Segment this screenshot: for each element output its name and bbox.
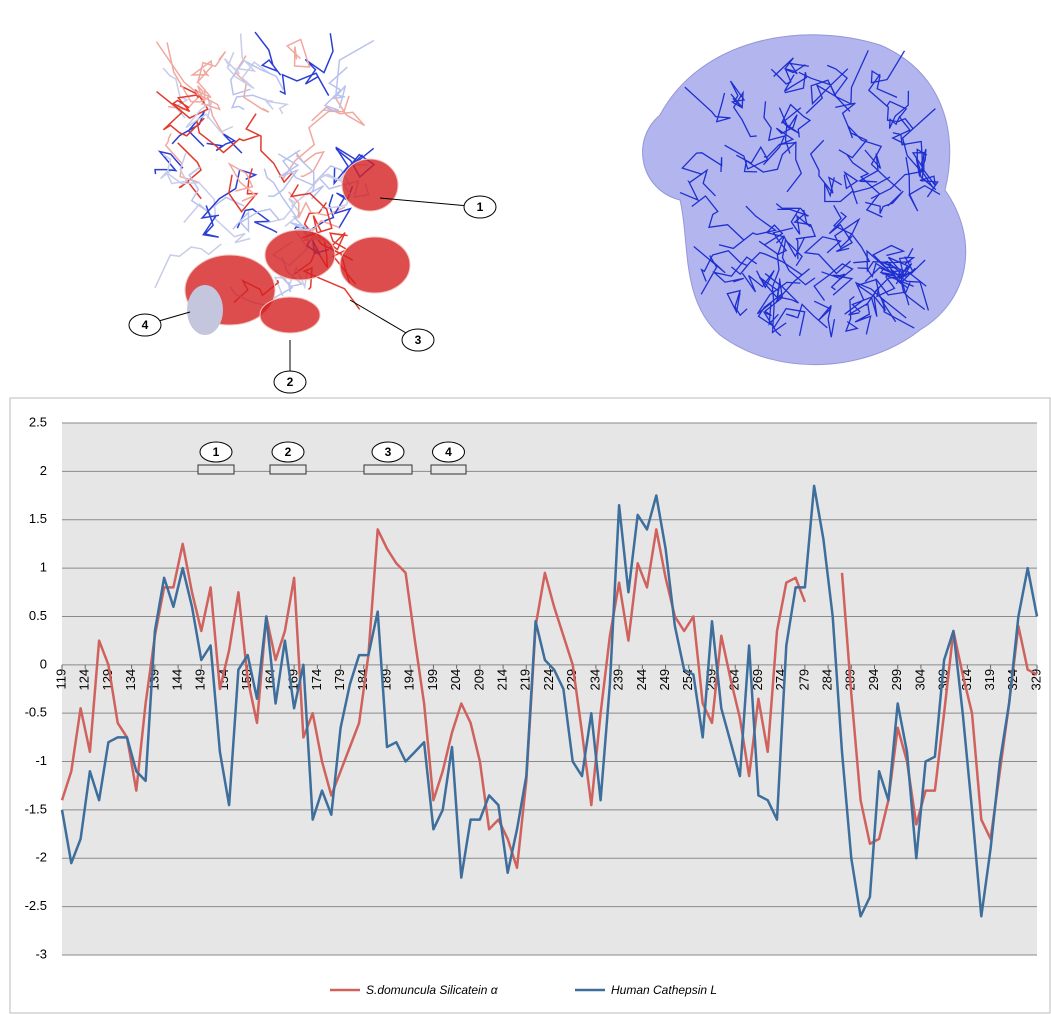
y-tick-label: 1 (40, 560, 47, 575)
callout-label: 1 (477, 200, 484, 214)
y-tick-label: 2 (40, 463, 47, 478)
x-tick-label: 284 (820, 669, 835, 691)
annotation-box (431, 465, 466, 474)
x-tick-label: 179 (332, 669, 347, 691)
figure: 1234 -3-2.5-2-1.5-1-0.500.511.522.511912… (0, 0, 1051, 1014)
x-tick-label: 239 (611, 669, 626, 691)
x-tick-label: 204 (448, 669, 463, 691)
surface-patch (342, 159, 398, 211)
x-tick-label: 184 (355, 669, 370, 691)
annotation-label: 2 (285, 445, 292, 459)
y-tick-label: -0.5 (25, 705, 47, 720)
annotation-box (198, 465, 234, 474)
x-tick-label: 149 (193, 669, 208, 691)
x-tick-label: 224 (541, 669, 556, 691)
x-tick-label: 144 (170, 669, 185, 691)
x-tick-label: 294 (866, 669, 881, 691)
callout-label: 3 (415, 333, 422, 347)
annotation-label: 4 (445, 445, 452, 459)
backbone (287, 39, 309, 67)
backbone (295, 152, 323, 177)
x-tick-label: 194 (402, 669, 417, 691)
x-tick-label: 299 (889, 669, 904, 691)
y-tick-label: -2.5 (25, 898, 47, 913)
x-tick-label: 209 (471, 669, 486, 691)
y-tick-label: 0.5 (29, 608, 47, 623)
y-tick-label: 2.5 (29, 414, 47, 429)
x-tick-label: 319 (982, 669, 997, 691)
surface-patch (260, 297, 320, 333)
x-tick-label: 244 (634, 669, 649, 691)
x-tick-label: 249 (657, 669, 672, 691)
legend-label: Human Cathepsin L (611, 983, 717, 997)
x-tick-label: 119 (53, 669, 68, 690)
y-tick-label: -2 (35, 850, 47, 865)
y-tick-label: -3 (35, 946, 47, 961)
y-tick-label: -1 (35, 753, 47, 768)
y-tick-label: 1.5 (29, 511, 47, 526)
annotation-box (270, 465, 306, 474)
x-tick-label: 124 (77, 669, 92, 691)
annotation-box (364, 465, 412, 474)
annotation-label: 3 (385, 445, 392, 459)
x-tick-label: 214 (495, 669, 510, 691)
backbone (280, 73, 329, 95)
x-tick-label: 279 (796, 669, 811, 691)
x-tick-label: 134 (123, 669, 138, 691)
x-tick-label: 234 (587, 669, 602, 691)
y-tick-label: -1.5 (25, 801, 47, 816)
x-tick-label: 174 (309, 669, 324, 691)
structure-panel: 1 2 3 4 (129, 32, 966, 393)
backbone (246, 114, 292, 182)
surface-patch (187, 285, 223, 335)
x-tick-label: 304 (912, 669, 927, 691)
backbone (231, 61, 284, 95)
x-tick-label: 199 (425, 669, 440, 691)
legend-label: S.domuncula Silicatein α (366, 983, 499, 997)
surface-patch (340, 237, 410, 293)
annotation-label: 1 (213, 445, 220, 459)
callout-label: 2 (287, 375, 294, 389)
callout-label: 4 (142, 318, 149, 332)
y-tick-label: 0 (40, 656, 47, 671)
surface-patch (265, 230, 335, 280)
backbone (233, 209, 280, 231)
backbone (172, 110, 205, 146)
